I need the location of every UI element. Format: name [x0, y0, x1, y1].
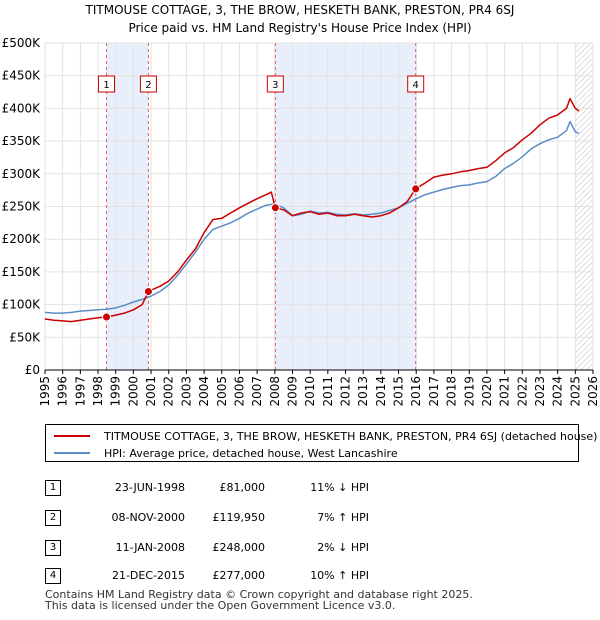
footer-line-copyright: Contains HM Land Registry data © Crown c…: [45, 588, 473, 601]
chart-svg: TITMOUSE COTTAGE, 3, THE BROW, HESKETH B…: [2, 3, 600, 407]
transaction-row: 3 11-JAN-2008 £248,000 2% ↓ HPI: [45, 534, 585, 564]
x-tick-label: 2014: [374, 376, 388, 407]
x-tick-label: 2010: [303, 376, 317, 407]
y-tick-label: £150K: [2, 265, 42, 279]
x-tick-label: 1996: [56, 376, 70, 407]
transaction-number: 1: [45, 480, 61, 496]
legend-label-property: TITMOUSE COTTAGE, 3, THE BROW, HESKETH B…: [104, 429, 598, 443]
y-tick-label: £400K: [2, 101, 42, 115]
x-tick-label: 2024: [551, 376, 565, 407]
x-tick-label: 2002: [162, 376, 176, 407]
transaction-hpi: 10% ↑ HPI: [310, 569, 369, 582]
transaction-date: 08-NOV-2000: [111, 511, 185, 524]
legend: TITMOUSE COTTAGE, 3, THE BROW, HESKETH B…: [45, 424, 597, 462]
transaction-date: 21-DEC-2015: [111, 569, 185, 582]
x-tick-label: 2004: [197, 376, 211, 407]
transaction-number: 2: [45, 510, 61, 526]
x-tick-label: 2008: [268, 376, 282, 407]
transaction-price: £119,950: [212, 511, 266, 524]
x-tick-label: 2013: [356, 376, 370, 407]
transaction-number: 3: [45, 540, 61, 556]
transaction-date: 23-JUN-1998: [114, 481, 185, 494]
x-tick-label: 2007: [250, 376, 264, 407]
transaction-point: [143, 287, 153, 297]
chart-title: TITMOUSE COTTAGE, 3, THE BROW, HESKETH B…: [85, 3, 515, 17]
footer-line-licence: This data is licensed under the Open Gov…: [45, 599, 396, 612]
transaction-hpi: 11% ↓ HPI: [310, 481, 369, 494]
legend-item-hpi: HPI: Average price, detached house, West…: [54, 445, 398, 461]
x-tick-label: 2005: [215, 376, 229, 407]
y-tick-label: £300K: [2, 167, 42, 181]
x-tick-label: 2017: [427, 376, 441, 407]
transaction-number: 4: [45, 568, 61, 584]
x-tick-label: 2011: [321, 376, 335, 407]
transaction-hpi: 7% ↑ HPI: [317, 511, 369, 524]
x-tick-label: 2025: [568, 376, 582, 407]
transaction-label-number: 4: [413, 80, 419, 91]
x-tick-label: 2026: [586, 376, 600, 407]
transaction-point: [102, 312, 112, 322]
y-tick-label: £50K: [9, 330, 41, 344]
x-tick-label: 2015: [392, 376, 406, 407]
x-tick-label: 2018: [445, 376, 459, 407]
x-tick-label: 1997: [73, 376, 87, 407]
legend-swatch-property: [54, 435, 90, 437]
y-tick-label: £100K: [2, 298, 42, 312]
transaction-row: 2 08-NOV-2000 £119,950 7% ↑ HPI: [45, 504, 585, 534]
legend-label-hpi: HPI: Average price, detached house, West…: [104, 446, 398, 460]
x-tick-label: 2019: [462, 376, 476, 407]
transaction-row: 4 21-DEC-2015 £277,000 10% ↑ HPI: [45, 562, 585, 592]
transaction-date: 11-JAN-2008: [115, 541, 185, 554]
transaction-label-box: [98, 75, 116, 93]
y-tick-label: £500K: [2, 36, 42, 50]
y-tick-label: £0: [25, 363, 40, 377]
transaction-hpi: 2% ↓ HPI: [317, 541, 369, 554]
legend-item-property: TITMOUSE COTTAGE, 3, THE BROW, HESKETH B…: [54, 428, 597, 444]
x-tick-label: 2022: [515, 376, 529, 407]
chart-subtitle: Price paid vs. HM Land Registry's House …: [128, 21, 471, 35]
x-tick-label: 2006: [232, 376, 246, 407]
transaction-label-number: 3: [272, 80, 278, 91]
footer: Contains HM Land Registry data © Crown c…: [45, 589, 585, 611]
y-tick-label: £200K: [2, 232, 42, 246]
x-tick-label: 1998: [91, 376, 105, 407]
transaction-label-box: [266, 75, 284, 93]
transaction-row: 1 23-JUN-1998 £81,000 11% ↓ HPI: [45, 474, 585, 504]
transaction-label-number: 2: [145, 80, 151, 91]
x-tick-label: 2021: [498, 376, 512, 407]
x-tick-label: 2001: [144, 376, 158, 407]
property-price-line: [44, 97, 580, 323]
hpi-line: [44, 120, 580, 314]
x-tick-label: 2000: [126, 376, 140, 407]
x-tick-label: 2009: [285, 376, 299, 407]
x-tick-label: 2012: [339, 376, 353, 407]
transaction-price: £81,000: [219, 481, 266, 494]
transaction-point: [270, 203, 280, 213]
transaction-label-box: [139, 75, 157, 93]
transaction-point: [411, 184, 421, 194]
transaction-price: £277,000: [212, 569, 266, 582]
transaction-label-number: 1: [103, 80, 109, 91]
legend-swatch-hpi: [54, 452, 90, 454]
y-tick-label: £350K: [2, 134, 42, 148]
x-tick-label: 1995: [38, 376, 52, 407]
transaction-label-box: [407, 75, 425, 93]
x-tick-label: 2016: [409, 376, 423, 407]
x-tick-label: 2003: [179, 376, 193, 407]
x-tick-label: 1999: [109, 376, 123, 407]
transaction-price: £248,000: [212, 541, 266, 554]
x-tick-label: 2023: [533, 376, 547, 407]
x-tick-label: 2020: [480, 376, 494, 407]
y-tick-label: £250K: [2, 200, 42, 214]
y-tick-label: £450K: [2, 69, 42, 83]
